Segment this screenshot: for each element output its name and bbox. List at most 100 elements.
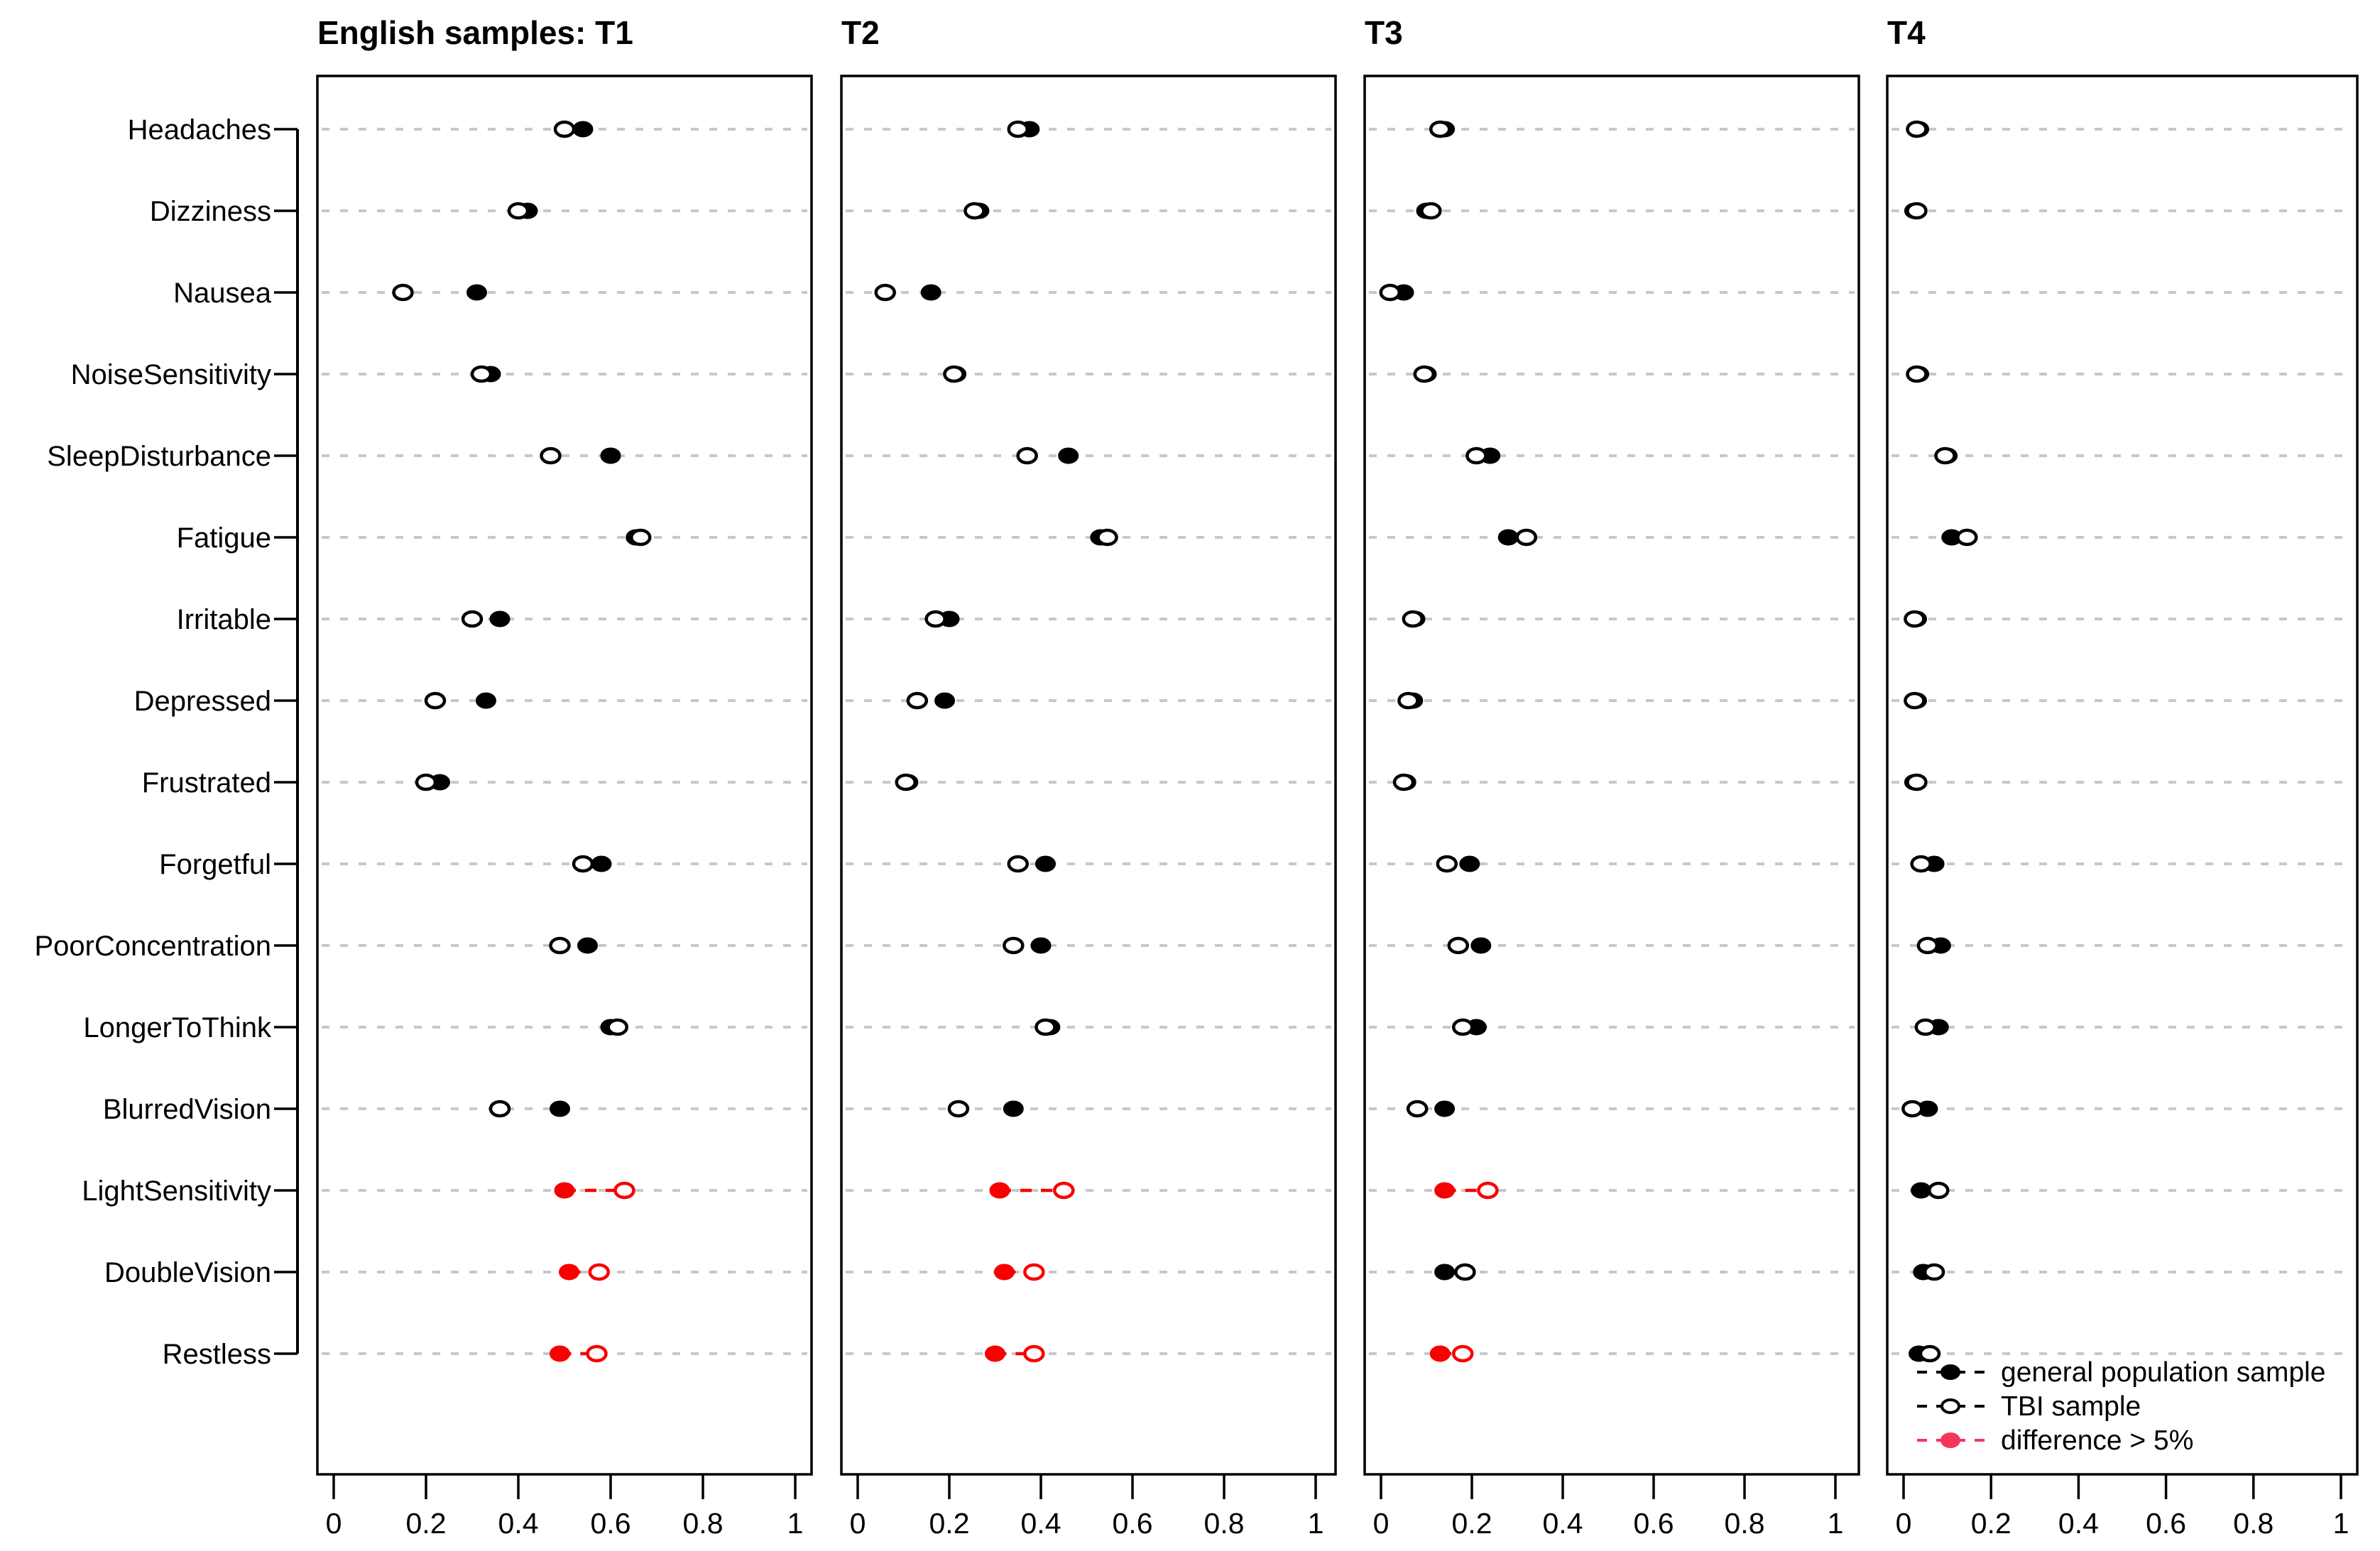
tbi-sample-dot — [1918, 1344, 1941, 1363]
category-label: Headaches — [128, 114, 271, 146]
tbi-sample-dot — [507, 202, 530, 220]
x-tick-label: 0.2 — [406, 1507, 447, 1540]
legend-label: difference > 5% — [2001, 1425, 2193, 1456]
tbi-sample-dot — [1397, 691, 1419, 710]
tbi-sample-dot — [1477, 1181, 1499, 1200]
tbi-sample-dot — [1429, 120, 1451, 138]
general-population-dot — [920, 284, 941, 301]
panel-title: T4 — [1887, 14, 1926, 51]
x-tick-label: 1 — [2333, 1507, 2349, 1540]
panel-title: T3 — [1365, 14, 1403, 51]
general-population-dot — [1434, 1264, 1456, 1281]
legend-label: TBI sample — [2001, 1391, 2141, 1422]
panel-4: T4 0 0.2 0.4 0.6 0.8 1 — [1886, 14, 2359, 1540]
tbi-sample-dot — [1420, 202, 1442, 220]
x-tick-label: 0.6 — [591, 1507, 631, 1540]
tbi-sample-dot — [1392, 773, 1415, 791]
general-population-dot — [1035, 855, 1056, 872]
general-population-dot — [993, 1264, 1015, 1281]
x-tick-label: 1 — [787, 1507, 804, 1540]
tbi-sample-dot — [1906, 773, 1928, 791]
tbi-sample-dot — [1465, 446, 1488, 465]
legend-label: general population sample — [2001, 1357, 2326, 1388]
category-label: Dizziness — [150, 196, 271, 227]
x-tick-label: 0.8 — [683, 1507, 724, 1540]
tbi-sample-dot — [1447, 936, 1470, 955]
tbi-sample-dot — [415, 773, 437, 791]
tbi-sample-dot — [1906, 120, 1928, 138]
tbi-sample-dot — [1016, 446, 1038, 465]
tbi-sample-dot — [943, 365, 965, 383]
tbi-sample-dot — [1035, 1018, 1057, 1036]
tbi-sample-dot — [1053, 1181, 1075, 1200]
general-population-dot — [1058, 447, 1079, 464]
general-population-dot — [489, 610, 511, 627]
tbi-sample-dot — [1928, 1181, 1950, 1200]
tbi-sample-dot — [613, 1181, 635, 1200]
tbi-sample-dot — [1413, 365, 1436, 383]
category-label: LongerToThink — [83, 1012, 272, 1043]
tbi-sample-dot — [1451, 1344, 1474, 1363]
y-axis: Headaches Dizziness Nausea NoiseSensitivity… — [34, 114, 299, 1370]
general-population-dot — [550, 1100, 570, 1117]
x-tick-label: 0.2 — [1452, 1507, 1492, 1540]
tbi-sample-dot — [947, 1100, 970, 1118]
tbi-sample-dot — [1906, 365, 1928, 383]
tbi-sample-dot — [1096, 528, 1118, 547]
tbi-sample-dot — [1454, 1263, 1476, 1281]
tbi-sample-dot — [964, 202, 986, 220]
tbi-sample-dot — [1910, 855, 1932, 873]
general-population-dot — [1459, 855, 1480, 872]
tbi-sample-dot — [1023, 1344, 1045, 1363]
category-label: NoiseSensitivity — [71, 359, 271, 390]
x-tick-label: 0 — [1373, 1507, 1390, 1540]
tbi-sample-dot — [1007, 120, 1029, 138]
tbi-sample-dot — [606, 1018, 628, 1036]
category-label: PoorConcentration — [34, 931, 271, 962]
tbi-sample-dot — [1451, 1018, 1474, 1036]
x-tick-label: 0.2 — [1971, 1507, 2011, 1540]
general-population-dot — [591, 855, 612, 872]
category-label: Fatigue — [177, 522, 271, 554]
tbi-sample-dot — [1923, 1263, 1945, 1281]
general-population-dot — [1470, 937, 1492, 954]
general-population-dot — [476, 692, 496, 709]
panel-1: English samples: T1 0 0.2 0.4 0.6 0.8 1 — [316, 14, 813, 1540]
tbi-sample-dot — [461, 610, 484, 628]
panel-title: English samples: T1 — [317, 14, 633, 51]
tbi-sample-dot — [1914, 1018, 1937, 1036]
tbi-sample-dot — [1904, 691, 1926, 710]
tbi-sample-dot — [630, 528, 652, 547]
general-population-dot — [559, 1264, 579, 1281]
tbi-sample-dot — [1406, 1100, 1429, 1118]
general-population-dot — [1911, 1182, 1932, 1199]
category-label: Depressed — [134, 686, 271, 717]
tbi-sample-dot — [924, 610, 946, 628]
x-tick-label: 0 — [1896, 1507, 1912, 1540]
x-tick-label: 0 — [850, 1507, 866, 1540]
category-label: BlurredVision — [103, 1094, 271, 1125]
legend-marker-open — [1940, 1398, 1960, 1414]
category-label: LightSensitivity — [82, 1175, 271, 1207]
general-population-dot — [554, 1182, 575, 1199]
tbi-sample-dot — [424, 691, 447, 710]
general-population-dot — [934, 692, 956, 709]
x-tick-label: 0.4 — [1543, 1507, 1583, 1540]
tbi-sample-dot — [470, 365, 493, 383]
tbi-sample-dot — [588, 1263, 610, 1281]
tbi-sample-dot — [553, 120, 576, 138]
general-population-dot — [1030, 937, 1052, 954]
tbi-sample-dot — [895, 773, 917, 791]
panel-2: T2 0 0.2 0.4 0.6 0.8 1 — [840, 14, 1337, 1540]
tbi-sample-dot — [586, 1344, 608, 1363]
category-label: DoubleVision — [104, 1257, 271, 1288]
x-tick-label: 0.6 — [1634, 1507, 1674, 1540]
tbi-sample-dot — [1023, 1263, 1045, 1281]
x-tick-label: 0.8 — [1725, 1507, 1765, 1540]
tbi-sample-dot — [1916, 936, 1939, 955]
x-tick-label: 0.6 — [1113, 1507, 1153, 1540]
tbi-sample-dot — [874, 283, 896, 302]
tbi-sample-dot — [572, 855, 594, 873]
